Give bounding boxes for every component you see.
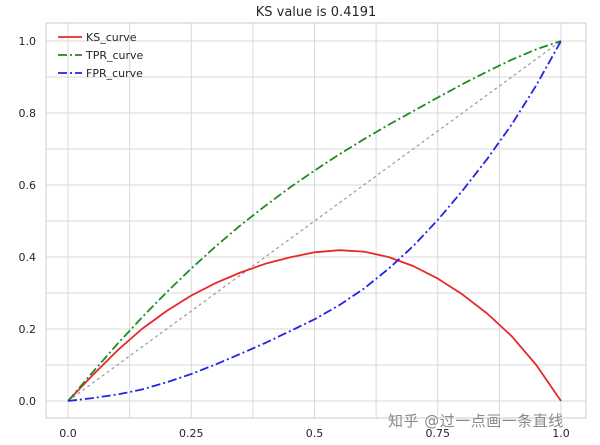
x-tick-label: 0.0: [59, 427, 77, 440]
legend-label: TPR_curve: [85, 49, 144, 62]
y-axis-ticks: 0.0 0.2 0.4 0.6 0.8 1.0: [19, 35, 37, 408]
watermark: 知乎 @过一点画一条直线: [388, 412, 564, 430]
y-tick-label: 0.8: [19, 107, 37, 120]
y-tick-label: 0.0: [19, 395, 37, 408]
y-tick-label: 0.2: [19, 323, 37, 336]
x-tick-label: 0.5: [306, 427, 324, 440]
x-tick-label: 1.0: [552, 427, 570, 440]
plot-frame: [45, 22, 587, 419]
y-tick-label: 1.0: [19, 35, 37, 48]
grid: [46, 23, 586, 418]
legend-label: KS_curve: [86, 31, 137, 44]
y-tick-label: 0.6: [19, 179, 37, 192]
chart-title: KS value is 0.4191: [256, 5, 377, 20]
ks-curve-line: [67, 249, 562, 402]
legend-label: FPR_curve: [86, 67, 143, 80]
y-tick-label: 0.4: [19, 251, 37, 264]
x-axis-ticks: 0.0 0.25 0.5 0.75 1.0: [59, 427, 570, 440]
x-tick-label: 0.25: [179, 427, 204, 440]
series-layer: [67, 40, 562, 402]
fpr-curve-line: [67, 40, 562, 402]
x-tick-label: 0.75: [426, 427, 451, 440]
tpr-curve-line: [67, 40, 562, 402]
legend: KS_curve TPR_curve FPR_curve: [58, 31, 144, 80]
